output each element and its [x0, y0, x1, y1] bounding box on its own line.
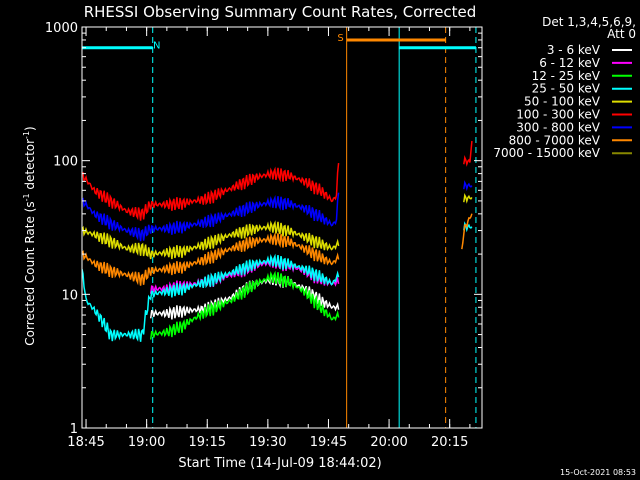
series-line-300-800-kev-late: [463, 180, 473, 192]
legend-label: 7000 - 15000 keV: [493, 146, 600, 160]
legend-header-line: Att 0: [607, 27, 636, 41]
x-tick-label: 20:00: [370, 435, 407, 450]
legend-label: 6 - 12 keV: [539, 56, 601, 70]
series-line-12-25-kev: [149, 270, 340, 340]
legend-label: 100 - 300 keV: [516, 108, 600, 122]
legend-header: Det 1,3,4,5,6,9,Att 0: [542, 15, 636, 41]
series-line-800-7000-kev-late: [461, 213, 473, 250]
legend-header-line: Det 1,3,4,5,6,9,: [542, 15, 636, 29]
y-tick-label: 1000: [45, 21, 78, 36]
y-tick-label: 10: [61, 288, 78, 303]
x-tick-label: 19:00: [128, 435, 165, 450]
flag-label-saa: S: [337, 33, 343, 44]
x-tick-label: 20:15: [431, 435, 468, 450]
series-line-100-300-kev: [82, 163, 340, 221]
x-tick-label: 18:45: [67, 435, 104, 450]
series-line-50-100-kev-late: [463, 193, 473, 204]
y-axis-label: Corrected Count Rate (s-1 detector-1): [22, 126, 37, 345]
legend-label: 12 - 25 keV: [532, 69, 601, 83]
y-axis-label-main: Corrected Count Rate (s: [23, 201, 37, 345]
x-tick-label: 19:45: [310, 435, 347, 450]
x-tick-label: 19:15: [189, 435, 226, 450]
x-tick-label: 19:30: [249, 435, 286, 450]
plot-inner: [82, 27, 477, 428]
y-tick-label: 100: [53, 155, 78, 170]
footer-timestamp: 15-Oct-2021 08:53: [560, 468, 636, 477]
legend-label: 300 - 800 keV: [516, 120, 600, 134]
series-line-100-300-kev-late: [463, 140, 473, 167]
series-line-50-100-kev: [82, 220, 340, 260]
plot-frame: [81, 26, 483, 429]
y-axis-label-mid: detector: [23, 139, 37, 194]
legend-label: 25 - 50 keV: [532, 82, 601, 96]
x-axis-label: Start Time (14-Jul-09 18:44:02): [178, 456, 381, 471]
series-line-800-7000-kev: [82, 231, 340, 286]
chart-title: RHESSI Observing Summary Count Rates, Co…: [84, 3, 477, 21]
y-axis-label-end: ): [23, 126, 37, 131]
legend-label: 3 - 6 keV: [547, 43, 601, 57]
legend-label: 50 - 100 keV: [524, 95, 601, 109]
y-axis-label-sup1: -1: [22, 193, 31, 201]
series-line-300-800-kev: [82, 192, 340, 242]
series-line-25-50-kev: [82, 253, 340, 342]
flag-label-night: N: [153, 41, 160, 52]
axes: 1 10 100 1000 18:45 19:00 19:15 19:30 19:45 20:00…: [45, 21, 483, 450]
plot-area: NS: [82, 27, 477, 428]
y-tick-label: 1: [70, 422, 78, 437]
legend-label: 800 - 7000 keV: [509, 133, 601, 147]
y-axis-label-sup2: -1: [22, 131, 31, 139]
